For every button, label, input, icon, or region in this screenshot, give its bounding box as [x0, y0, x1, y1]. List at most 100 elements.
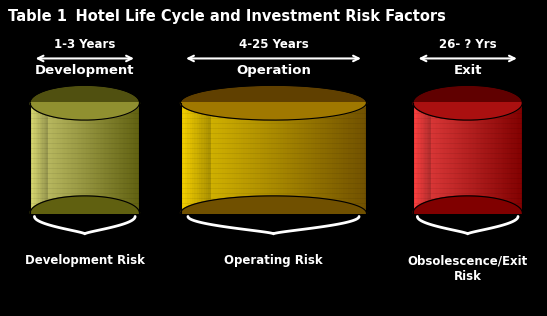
- Bar: [192, 103, 195, 213]
- Polygon shape: [181, 196, 366, 213]
- Polygon shape: [30, 103, 139, 120]
- Bar: [424, 103, 426, 213]
- Text: Exit: Exit: [453, 64, 482, 77]
- Bar: [54, 103, 55, 213]
- Bar: [476, 103, 478, 213]
- Bar: [422, 103, 424, 213]
- Bar: [324, 103, 328, 213]
- Bar: [98, 103, 101, 213]
- Bar: [253, 103, 255, 213]
- Bar: [346, 103, 348, 213]
- Bar: [126, 103, 128, 213]
- Bar: [490, 103, 491, 213]
- Bar: [429, 103, 431, 213]
- Bar: [350, 103, 353, 213]
- Bar: [439, 103, 441, 213]
- Text: 4-25 Years: 4-25 Years: [238, 38, 309, 51]
- Bar: [48, 103, 50, 213]
- Bar: [306, 103, 309, 213]
- Bar: [71, 103, 73, 213]
- Bar: [134, 103, 136, 213]
- Bar: [329, 103, 332, 213]
- Bar: [315, 103, 318, 213]
- Bar: [262, 103, 265, 213]
- Bar: [484, 103, 486, 213]
- Bar: [63, 103, 65, 213]
- Bar: [79, 103, 82, 213]
- Text: 26- ? Yrs: 26- ? Yrs: [439, 38, 497, 51]
- Bar: [502, 103, 504, 213]
- Bar: [44, 103, 45, 213]
- Bar: [246, 103, 248, 213]
- Text: Hotel Life Cycle and Investment Risk Factors: Hotel Life Cycle and Investment Risk Fac…: [55, 9, 446, 24]
- Bar: [299, 103, 302, 213]
- Bar: [68, 103, 70, 213]
- Bar: [442, 103, 444, 213]
- Bar: [130, 103, 132, 213]
- Bar: [304, 103, 306, 213]
- Bar: [56, 103, 58, 213]
- Bar: [433, 103, 435, 213]
- Bar: [118, 103, 120, 213]
- Bar: [276, 103, 278, 213]
- Bar: [197, 103, 200, 213]
- Bar: [450, 103, 452, 213]
- Bar: [519, 103, 520, 213]
- Bar: [195, 103, 197, 213]
- Bar: [481, 103, 484, 213]
- Bar: [491, 103, 493, 213]
- Bar: [49, 103, 51, 213]
- Bar: [292, 103, 295, 213]
- Bar: [437, 103, 438, 213]
- Bar: [495, 103, 497, 213]
- Bar: [81, 103, 83, 213]
- Bar: [241, 103, 244, 213]
- Bar: [459, 103, 461, 213]
- Bar: [438, 103, 440, 213]
- Ellipse shape: [413, 85, 522, 120]
- Bar: [301, 103, 304, 213]
- Bar: [320, 103, 323, 213]
- Bar: [290, 103, 293, 213]
- Bar: [31, 103, 33, 213]
- Bar: [43, 103, 44, 213]
- Bar: [222, 103, 225, 213]
- Bar: [449, 103, 451, 213]
- Bar: [243, 103, 246, 213]
- Bar: [418, 103, 420, 213]
- Bar: [416, 103, 418, 213]
- Polygon shape: [30, 196, 139, 213]
- Bar: [421, 103, 423, 213]
- Bar: [257, 103, 260, 213]
- Bar: [65, 103, 66, 213]
- Bar: [327, 103, 330, 213]
- Bar: [508, 103, 509, 213]
- Bar: [121, 103, 124, 213]
- Bar: [520, 103, 521, 213]
- Bar: [255, 103, 258, 213]
- Bar: [479, 103, 480, 213]
- Bar: [125, 103, 126, 213]
- Bar: [129, 103, 131, 213]
- Bar: [59, 103, 61, 213]
- Bar: [344, 103, 346, 213]
- Bar: [339, 103, 341, 213]
- Text: Operating Risk: Operating Risk: [224, 254, 323, 267]
- Bar: [468, 103, 469, 213]
- Bar: [227, 103, 230, 213]
- Bar: [112, 103, 114, 213]
- Polygon shape: [413, 103, 522, 120]
- Bar: [78, 103, 80, 213]
- Text: Obsolescence/Exit
Risk: Obsolescence/Exit Risk: [408, 254, 528, 283]
- Bar: [451, 103, 453, 213]
- Bar: [475, 103, 476, 213]
- Bar: [206, 103, 209, 213]
- Bar: [420, 103, 422, 213]
- Text: Table 1: Table 1: [8, 9, 67, 24]
- Bar: [38, 103, 40, 213]
- Bar: [513, 103, 515, 213]
- Bar: [107, 103, 108, 213]
- Bar: [123, 103, 125, 213]
- Bar: [432, 103, 434, 213]
- Bar: [225, 103, 228, 213]
